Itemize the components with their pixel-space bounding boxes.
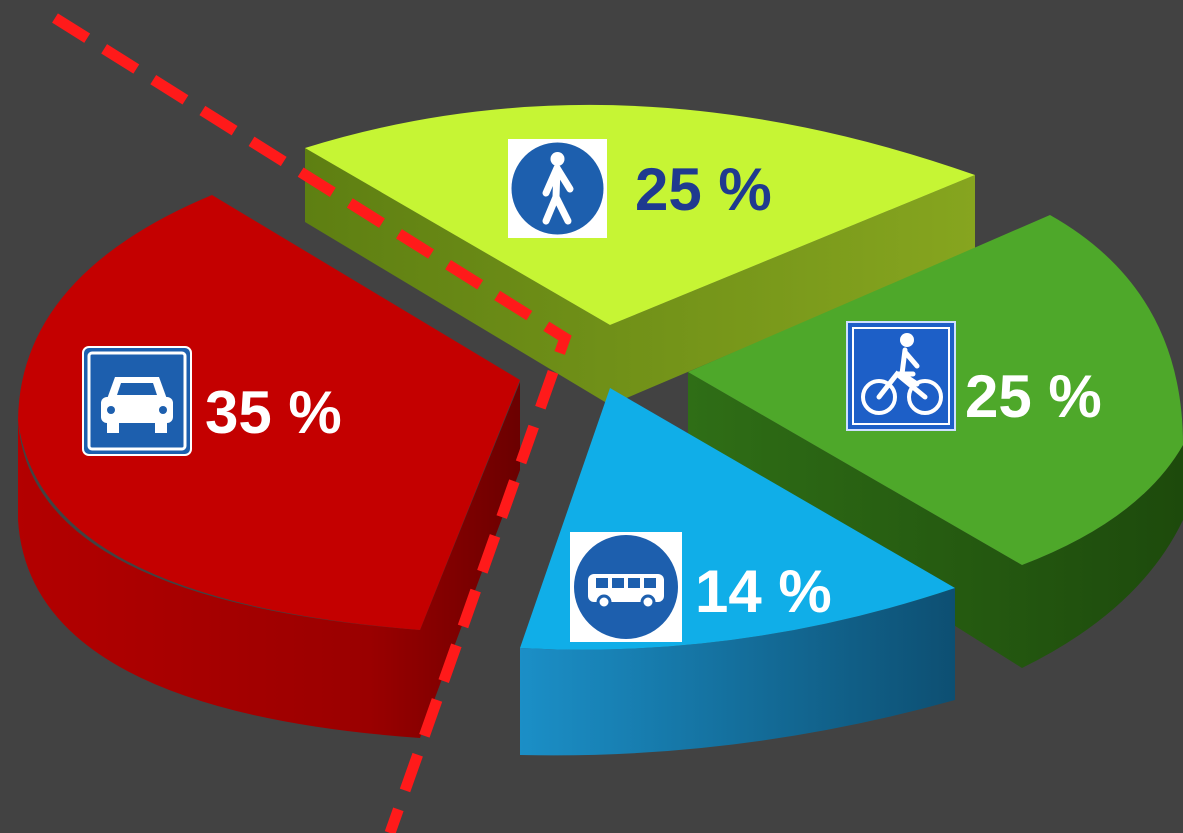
car-icon bbox=[82, 346, 192, 456]
bus-icon bbox=[570, 532, 682, 642]
slice-car bbox=[18, 195, 520, 738]
label-bus: 14 % bbox=[695, 558, 832, 625]
label-car: 35 % bbox=[205, 379, 342, 446]
slice-walking-top bbox=[305, 104, 975, 325]
bicycle-icon bbox=[846, 321, 956, 431]
slice-car-side bbox=[18, 382, 520, 738]
slice-cycling-side bbox=[688, 372, 1183, 668]
label-cycling: 25 % bbox=[965, 363, 1102, 430]
slice-walking-side bbox=[305, 148, 975, 405]
slice-bus-side bbox=[520, 588, 955, 756]
label-walking: 25 % bbox=[635, 156, 772, 223]
dashed-annotation-line bbox=[52, 13, 572, 833]
slice-walking bbox=[305, 104, 975, 405]
pedestrian-icon bbox=[508, 139, 607, 238]
slice-car-top bbox=[18, 195, 520, 630]
